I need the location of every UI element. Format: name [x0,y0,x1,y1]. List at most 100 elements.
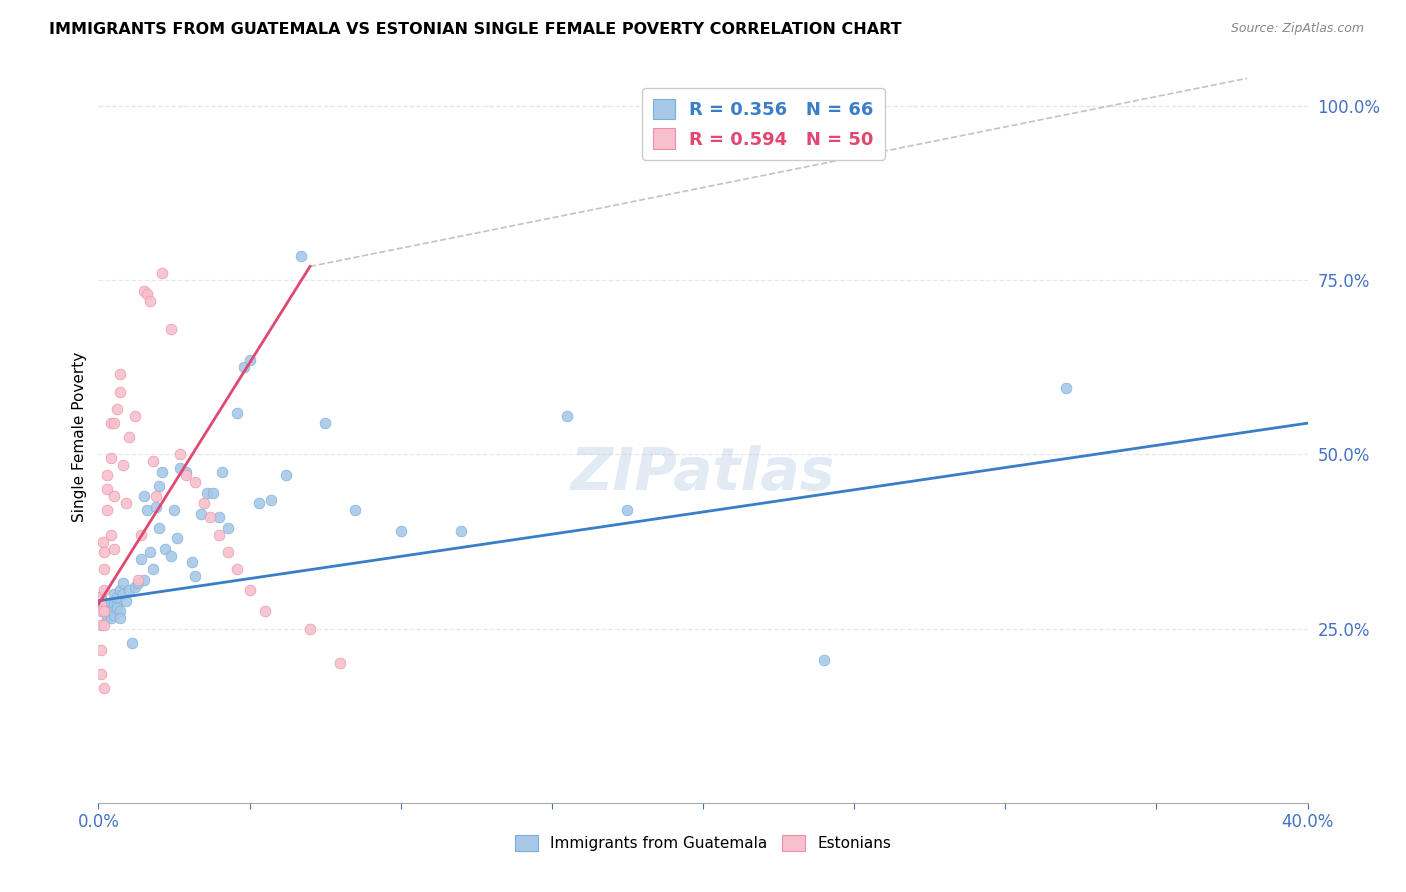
Point [239,353,262,368]
Point [211,465,233,479]
Point [124,409,146,424]
Point [96,483,118,497]
Point [202,485,225,500]
Point [329,657,352,671]
Point [93,604,115,618]
Point [193,496,215,510]
Point [184,475,207,490]
Point [105,597,128,611]
Point [135,287,157,301]
Point [163,503,186,517]
Point [96,604,118,618]
Point [153,541,176,556]
Point [103,597,125,611]
Point [118,430,141,444]
Point [813,653,835,667]
Point [148,479,170,493]
Point [103,541,125,556]
Point [195,485,218,500]
Point [1054,381,1077,395]
Point [108,611,131,625]
Point [184,569,207,583]
Point [105,600,128,615]
Point [226,562,249,576]
Point [190,507,212,521]
Point [166,531,188,545]
Point [208,510,231,524]
Point [121,635,143,649]
Point [89,591,111,605]
Point [100,611,122,625]
Point [132,573,155,587]
Point [124,580,146,594]
Point [103,607,125,622]
Point [299,622,322,636]
Point [100,450,122,465]
Point [169,461,191,475]
Point [90,642,112,657]
Point [169,448,191,462]
Point [108,368,131,382]
Text: Source: ZipAtlas.com: Source: ZipAtlas.com [1230,22,1364,36]
Point [111,587,134,601]
Point [96,597,118,611]
Point [118,583,141,598]
Point [90,604,112,618]
Point [114,594,136,608]
Point [200,510,222,524]
Point [108,384,131,399]
Point [100,416,122,430]
Point [290,249,312,263]
Point [114,496,136,510]
Point [253,604,276,618]
Point [145,500,167,514]
Point [139,545,162,559]
Point [93,681,115,695]
Point [232,360,254,375]
Point [96,607,118,622]
Point [150,465,173,479]
Y-axis label: Single Female Poverty: Single Female Poverty [72,352,87,522]
Point [129,552,152,566]
Point [103,489,125,503]
Point [96,611,118,625]
Point [135,503,157,517]
Point [217,521,239,535]
Point [90,667,112,681]
Point [142,562,165,576]
Point [181,556,204,570]
Point [100,607,122,622]
Point [160,549,183,563]
Point [111,576,134,591]
Point [103,587,125,601]
Point [103,604,125,618]
Point [90,597,112,611]
Point [260,492,283,507]
Point [148,521,170,535]
Point [344,503,367,517]
Point [108,604,131,618]
Point [93,583,115,598]
Point [93,604,115,618]
Point [103,416,125,430]
Point [274,468,297,483]
Point [127,573,149,587]
Point [108,583,131,598]
Point [96,503,118,517]
Text: IMMIGRANTS FROM GUATEMALA VS ESTONIAN SINGLE FEMALE POVERTY CORRELATION CHART: IMMIGRANTS FROM GUATEMALA VS ESTONIAN SI… [49,22,901,37]
Point [90,591,112,605]
Point [314,416,336,430]
Point [100,604,122,618]
Point [616,503,638,517]
Point [160,322,183,336]
Point [247,496,270,510]
Point [93,618,115,632]
Point [239,583,262,598]
Legend: Immigrants from Guatemala, Estonians: Immigrants from Guatemala, Estonians [509,830,897,857]
Point [105,591,128,605]
Point [91,534,114,549]
Point [93,545,115,559]
Point [105,402,128,417]
Point [555,409,578,424]
Point [226,406,249,420]
